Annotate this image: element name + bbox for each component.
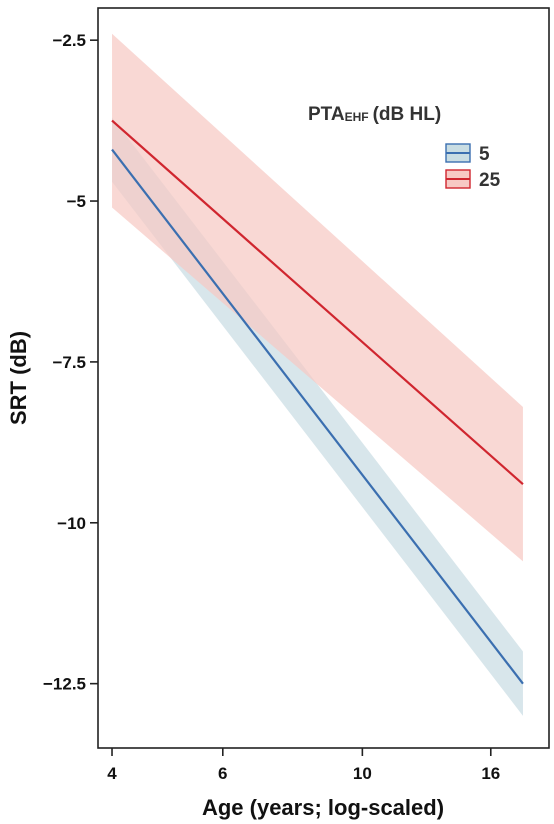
x-tick-label: 16 <box>481 764 500 783</box>
y-tick-label: −5 <box>67 192 86 211</box>
x-axis-title: Age (years; log-scaled) <box>202 795 444 820</box>
legend-label: 25 <box>479 170 501 191</box>
y-tick-label: −10 <box>57 514 86 533</box>
y-axis: −2.5 −5 −7.5 −10 −12.5 <box>43 31 98 694</box>
confidence-band-25 <box>112 33 523 562</box>
y-tick-label: −2.5 <box>52 31 86 50</box>
plot-frame <box>97 7 550 749</box>
x-axis: 4 6 10 16 <box>107 748 500 783</box>
regression-lines <box>111 119 524 685</box>
legend-title: PTAEHF (dB HL) <box>308 104 441 125</box>
y-axis-title: SRT (dB) <box>6 331 31 425</box>
y-tick-label: −12.5 <box>43 675 86 694</box>
legend: PTAEHF (dB HL) 5 25 <box>308 104 501 191</box>
legend-label: 5 <box>479 144 490 165</box>
series-line-25 <box>111 119 524 485</box>
confidence-bands <box>112 33 523 716</box>
x-tick-label: 10 <box>353 764 372 783</box>
legend-item-25: 25 <box>445 169 501 191</box>
series-line-5 <box>111 148 524 685</box>
x-tick-label: 4 <box>107 764 117 783</box>
y-tick-label: −7.5 <box>52 353 86 372</box>
x-tick-label: 6 <box>218 764 227 783</box>
legend-item-5: 5 <box>445 143 490 165</box>
